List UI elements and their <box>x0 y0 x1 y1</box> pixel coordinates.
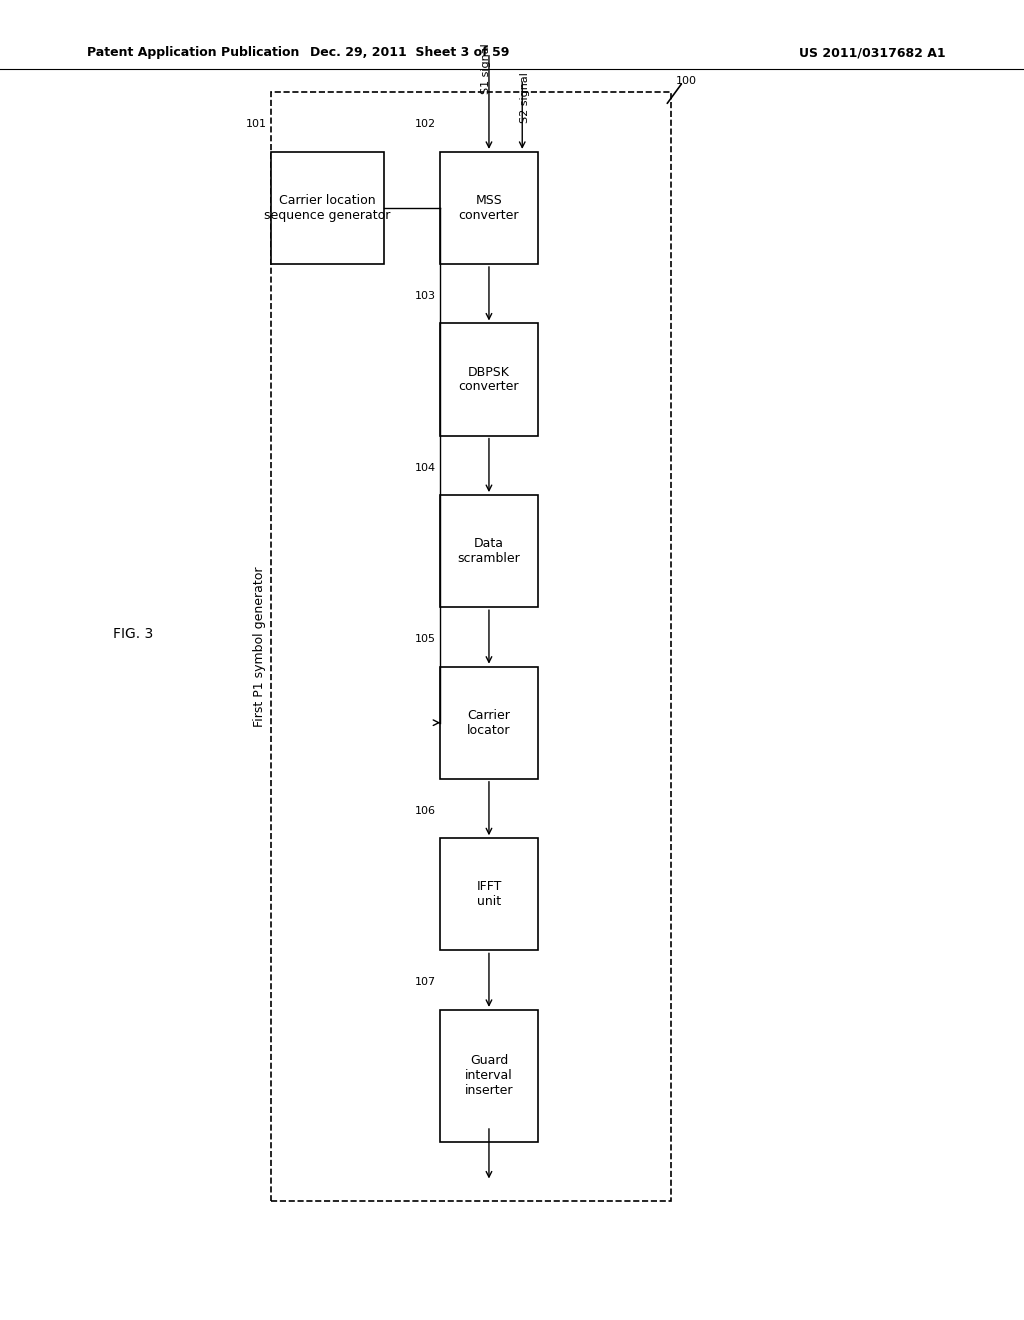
Text: Guard
interval
inserter: Guard interval inserter <box>465 1055 513 1097</box>
Text: S2 signal: S2 signal <box>520 73 530 124</box>
FancyBboxPatch shape <box>271 152 384 264</box>
Text: US 2011/0317682 A1: US 2011/0317682 A1 <box>799 46 945 59</box>
Text: S1 signal: S1 signal <box>481 44 490 94</box>
FancyBboxPatch shape <box>440 838 538 950</box>
Text: Carrier
locator: Carrier locator <box>467 709 511 737</box>
Text: MSS
converter: MSS converter <box>459 194 519 222</box>
FancyBboxPatch shape <box>440 667 538 779</box>
Text: 106: 106 <box>415 805 436 816</box>
Text: Dec. 29, 2011  Sheet 3 of 59: Dec. 29, 2011 Sheet 3 of 59 <box>310 46 509 59</box>
Text: First P1 symbol generator: First P1 symbol generator <box>253 566 266 727</box>
Text: Data
scrambler: Data scrambler <box>458 537 520 565</box>
Text: 107: 107 <box>415 977 436 987</box>
Text: Patent Application Publication: Patent Application Publication <box>87 46 299 59</box>
Text: Carrier location
sequence generator: Carrier location sequence generator <box>264 194 391 222</box>
Text: DBPSK
converter: DBPSK converter <box>459 366 519 393</box>
Text: 100: 100 <box>676 75 697 86</box>
FancyBboxPatch shape <box>440 1010 538 1142</box>
Text: 101: 101 <box>246 119 267 129</box>
FancyBboxPatch shape <box>440 495 538 607</box>
FancyBboxPatch shape <box>440 152 538 264</box>
Text: 102: 102 <box>415 119 436 129</box>
Text: 104: 104 <box>415 462 436 473</box>
Text: FIG. 3: FIG. 3 <box>113 627 154 640</box>
FancyBboxPatch shape <box>440 323 538 436</box>
Text: 103: 103 <box>415 290 436 301</box>
Text: IFFT
unit: IFFT unit <box>476 880 502 908</box>
Text: 105: 105 <box>415 634 436 644</box>
